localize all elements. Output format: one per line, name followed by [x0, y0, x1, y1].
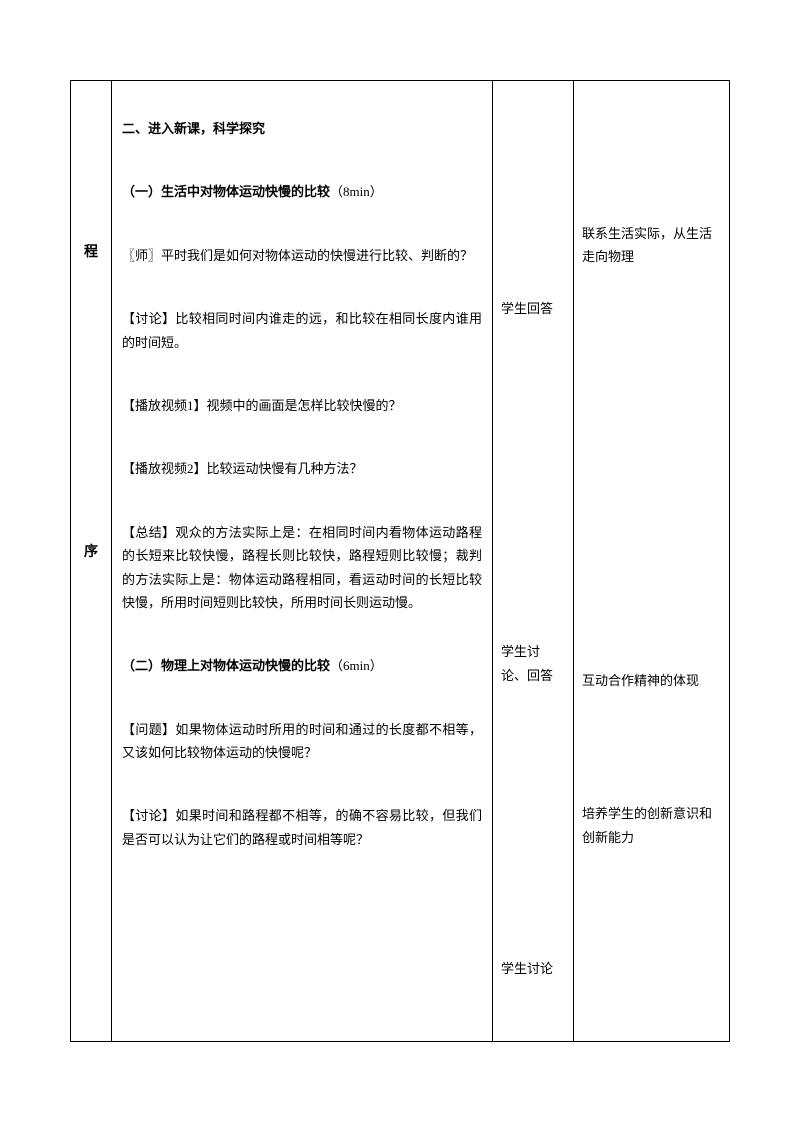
page: 程 序 二、进入新课，科学探究 （一）生活中对物体运动快慢的比较（8min） 〖…	[0, 0, 800, 1132]
para-teacher-q: 〖师〗平时我们是如何对物体运动的快慢进行比较、判断的？	[122, 244, 482, 267]
para-summary: 【总结】观众的方法实际上是：在相同时间内看物体运动路程的长短来比较快慢，路程长则…	[122, 521, 482, 615]
left-column-cell: 程 序	[71, 81, 112, 1042]
left-char-2: 序	[71, 261, 111, 561]
note-3: 培养学生的创新意识和创新能力	[582, 802, 721, 849]
spacer	[501, 87, 565, 297]
right-column: 联系生活实际，从生活走向物理 互动合作精神的体现 培养学生的创新意识和创新能力	[574, 81, 729, 855]
subsection-1: （一）生活中对物体运动快慢的比较（8min）	[122, 180, 482, 203]
spacer	[582, 692, 721, 802]
spacer	[582, 87, 721, 222]
left-char-1: 程	[71, 81, 111, 261]
para-video-2: 【播放视频2】比较运动快慢有几种方法？	[122, 457, 482, 480]
left-column-chars: 程 序	[71, 81, 111, 1041]
spacer	[501, 687, 565, 957]
para-video-1: 【播放视频1】视频中的画面是怎样比较快慢的？	[122, 394, 482, 417]
para-discussion-2: 【讨论】如果时间和路程都不相等，的确不容易比较，但我们是否可以认为让它们的路程或…	[122, 804, 482, 851]
subsection-1-time: （8min）	[330, 184, 383, 199]
para-discussion-1: 【讨论】比较相同时间内谁走的远，和比较在相同长度内谁用的时间短。	[122, 307, 482, 354]
activity-column: 学生回答 学生讨论、回答 学生讨论	[493, 81, 573, 987]
subsection-2-time: （6min）	[330, 658, 383, 673]
para-question: 【问题】如果物体运动时所用的时间和通过的长度都不相等，又该如何比较物体运动的快慢…	[122, 718, 482, 765]
activity-1: 学生回答	[501, 297, 565, 320]
activity-2: 学生讨论、回答	[501, 640, 565, 687]
main-content: 二、进入新课，科学探究 （一）生活中对物体运动快慢的比较（8min） 〖师〗平时…	[112, 81, 492, 917]
right-cell: 联系生活实际，从生活走向物理 互动合作精神的体现 培养学生的创新意识和创新能力	[574, 81, 730, 1042]
subsection-2: （二）物理上对物体运动快慢的比较（6min）	[122, 654, 482, 677]
section-heading-2: 二、进入新课，科学探究	[122, 117, 482, 140]
spacer	[582, 269, 721, 669]
lesson-plan-table: 程 序 二、进入新课，科学探究 （一）生活中对物体运动快慢的比较（8min） 〖…	[70, 80, 730, 1042]
note-2: 互动合作精神的体现	[582, 669, 721, 692]
note-1: 联系生活实际，从生活走向物理	[582, 222, 721, 269]
spacer	[501, 320, 565, 640]
subsection-1-label: （一）生活中对物体运动快慢的比较	[122, 184, 330, 199]
main-content-cell: 二、进入新课，科学探究 （一）生活中对物体运动快慢的比较（8min） 〖师〗平时…	[112, 81, 493, 1042]
subsection-2-label: （二）物理上对物体运动快慢的比较	[122, 658, 330, 673]
activity-cell: 学生回答 学生讨论、回答 学生讨论	[493, 81, 574, 1042]
activity-3: 学生讨论	[501, 957, 565, 980]
